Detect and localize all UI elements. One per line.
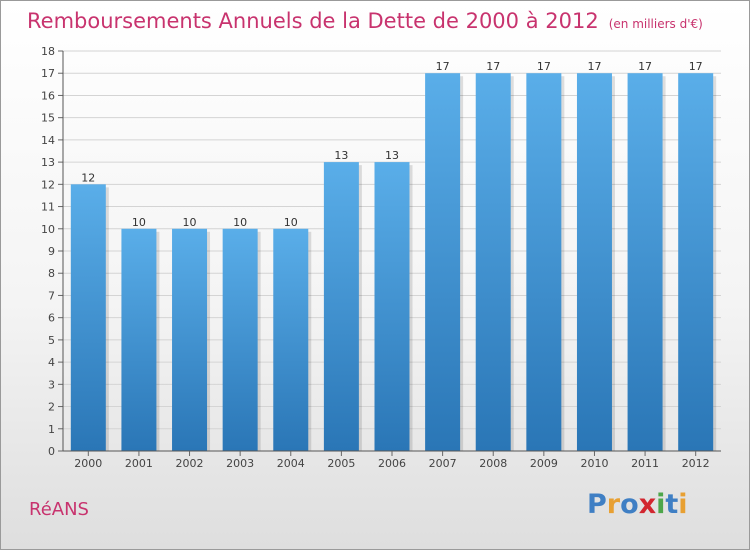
bar	[222, 228, 258, 451]
bar-value-label: 17	[537, 60, 551, 73]
x-tick-label: 2007	[429, 457, 457, 470]
bar-value-label: 17	[587, 60, 601, 73]
bar-value-label: 17	[689, 60, 703, 73]
bar	[70, 184, 106, 452]
bar-value-label: 17	[486, 60, 500, 73]
chart-title: Remboursements Annuels de la Dette de 20…	[27, 9, 703, 33]
x-tick-label: 2003	[226, 457, 254, 470]
bar	[172, 228, 208, 451]
y-tick-label: 3	[48, 378, 55, 391]
bar-value-label: 10	[284, 216, 298, 229]
logo-letter: r	[606, 489, 621, 520]
y-tick-label: 9	[48, 245, 55, 258]
y-tick-label: 18	[41, 45, 55, 58]
bar	[526, 73, 562, 451]
bar	[678, 73, 714, 451]
logo-letter: o	[620, 489, 639, 520]
y-tick-label: 6	[48, 312, 55, 325]
x-tick-label: 2008	[479, 457, 507, 470]
x-tick-label: 2012	[682, 457, 710, 470]
y-tick-label: 1	[48, 423, 55, 436]
location-label: RéANS	[29, 499, 89, 520]
logo-letter: i	[656, 489, 666, 520]
logo-letter: i	[678, 489, 688, 520]
bar-value-label: 12	[81, 171, 95, 184]
y-tick-label: 0	[48, 445, 55, 458]
x-tick-label: 2005	[327, 457, 355, 470]
y-tick-label: 14	[41, 134, 55, 147]
x-tick-label: 2009	[530, 457, 558, 470]
bar	[475, 73, 511, 451]
bar	[425, 73, 461, 451]
bars: 12 10 10 10 10 13 13 17 17 17 17 17 17	[70, 60, 717, 452]
bar	[323, 162, 359, 451]
bar	[273, 228, 309, 451]
bar	[576, 73, 612, 451]
y-tick-label: 12	[41, 178, 55, 191]
logo-letter: x	[638, 489, 657, 520]
chart-subtitle: (en milliers d'€)	[608, 17, 703, 31]
proxiti-logo[interactable]: Proxiti	[587, 489, 688, 520]
x-tick-label: 2000	[74, 457, 102, 470]
x-tick-label: 2006	[378, 457, 406, 470]
y-tick-label: 2	[48, 401, 55, 414]
logo-letter: P	[587, 489, 607, 520]
y-tick-label: 13	[41, 156, 55, 169]
bar-value-label: 13	[385, 149, 399, 162]
x-tick-label: 2010	[580, 457, 608, 470]
bar-value-label: 10	[132, 216, 146, 229]
bar	[374, 162, 410, 451]
bar-value-label: 13	[334, 149, 348, 162]
y-tick-label: 16	[41, 89, 55, 102]
y-tick-label: 4	[48, 356, 55, 369]
y-tick-label: 10	[41, 223, 55, 236]
x-tick-label: 2011	[631, 457, 659, 470]
y-tick-label: 8	[48, 267, 55, 280]
bar-value-label: 17	[436, 60, 450, 73]
bar-value-label: 10	[233, 216, 247, 229]
bar	[121, 228, 157, 451]
y-tick-label: 17	[41, 67, 55, 80]
chart-title-text: Remboursements Annuels de la Dette de 20…	[27, 9, 599, 33]
bar-value-label: 10	[183, 216, 197, 229]
logo-letter: t	[665, 489, 679, 520]
y-tick-label: 5	[48, 334, 55, 347]
bar	[627, 73, 663, 451]
y-tick-label: 11	[41, 201, 55, 214]
x-axis: 2000 2001 2002 2003 2004 2005 2006 2007 2008 2009…	[63, 450, 721, 470]
x-tick-label: 2004	[277, 457, 305, 470]
bar-value-label: 17	[638, 60, 652, 73]
x-tick-label: 2001	[125, 457, 153, 470]
y-tick-label: 15	[41, 112, 55, 125]
y-tick-label: 7	[48, 289, 55, 302]
x-tick-label: 2002	[176, 457, 204, 470]
